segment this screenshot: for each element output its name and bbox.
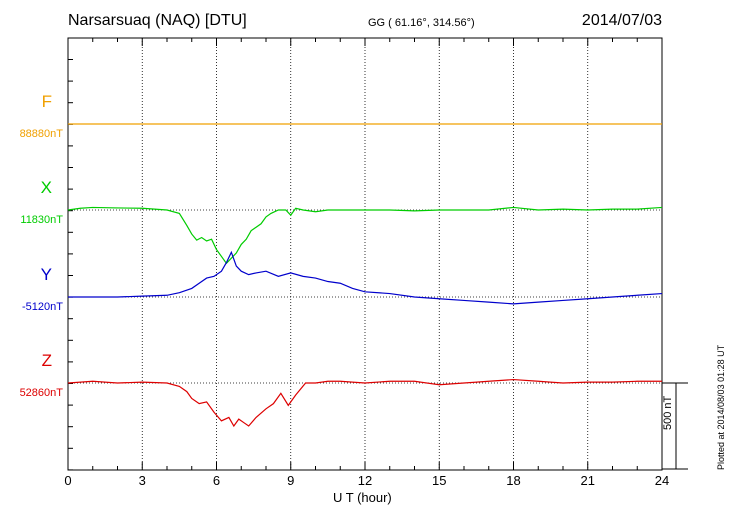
scale-bar-label: 500 nT xyxy=(662,395,674,430)
x-tick-label: 18 xyxy=(506,473,521,488)
x-tick-label: 6 xyxy=(212,473,221,488)
station-title: Narsarsuaq (NAQ) [DTU] xyxy=(68,12,247,29)
x-axis-label: U T (hour) xyxy=(333,490,392,505)
series-line-Y xyxy=(68,250,663,305)
component-label-Y: Y xyxy=(40,265,52,284)
series-line-X xyxy=(67,206,663,265)
component-label-Z: Z xyxy=(41,351,52,370)
x-tick-label: 0 xyxy=(64,473,72,488)
x-tick-label: 9 xyxy=(287,473,295,488)
baseline-value-F: 88880nT xyxy=(19,128,63,140)
x-tick-label: 3 xyxy=(138,473,146,488)
plotted-timestamp: Plotted at 2014/08/03 01:28 UT xyxy=(716,344,726,470)
x-tick-label: 12 xyxy=(357,473,373,488)
baseline-value-X: 11830nT xyxy=(20,214,63,226)
x-tick-label: 21 xyxy=(580,473,595,488)
component-label-F: F xyxy=(41,92,52,111)
baseline-value-Y: -5120nT xyxy=(22,301,63,313)
x-tick-label: 15 xyxy=(432,473,447,488)
component-label-X: X xyxy=(40,178,52,197)
x-tick-label: 24 xyxy=(654,473,670,488)
geographic-coordinates: GG ( 61.16°, 314.56°) xyxy=(368,17,475,29)
baseline-value-Z: 52860nT xyxy=(19,387,63,399)
plot-date: 2014/07/03 xyxy=(581,12,662,29)
series-line-Z xyxy=(67,378,662,428)
